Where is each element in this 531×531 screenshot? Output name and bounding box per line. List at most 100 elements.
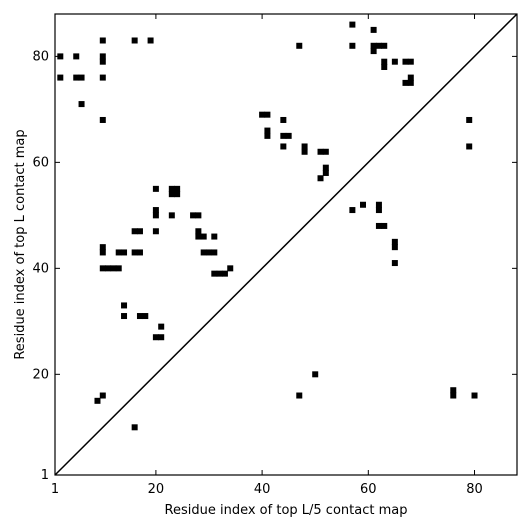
contact-cell-lower [466,116,473,123]
contact-cell-upper [99,244,106,251]
y-tick-label: 40 [32,261,49,276]
contact-cell-upper [168,185,175,192]
contact-cell-upper [73,53,80,60]
contact-cell-upper [168,191,175,198]
y-axis-label: Residue index of top L contact map [13,129,28,359]
contact-cell-upper [301,143,308,150]
contact-cell-upper [370,26,377,33]
contact-cell-upper [402,58,409,65]
contact-cell-upper [110,265,117,272]
contact-cell-upper [285,132,292,139]
contact-cell-upper [381,63,388,70]
contact-cell-upper [99,116,106,123]
contact-cell-upper [142,313,149,320]
contact-cell-upper [158,334,165,341]
contact-cell-lower [471,392,478,399]
contact-cell-upper [375,42,382,49]
contact-cell-upper [381,42,388,49]
x-axis-label: Residue index of top L/5 contact map [165,503,408,518]
contact-cell-upper [136,228,143,235]
y-tick-label: 60 [32,155,49,170]
diagonal-line [54,13,518,476]
contact-cell-lower [296,392,303,399]
contact-cell-upper [206,249,212,256]
y-tick-label: 80 [32,49,49,64]
contact-cell-upper [322,148,329,155]
contact-cell-lower [450,392,457,399]
y-tick-label: 1 [41,468,49,483]
contact-cell-upper [152,185,159,192]
contact-cell-upper [349,21,356,28]
contact-cell-upper [407,74,414,81]
contact-cell-upper [99,265,106,272]
contact-cell-upper [147,37,154,44]
contact-cell-upper [317,148,324,155]
contact-cell-lower [375,222,382,229]
contact-cell-upper [195,228,202,235]
plot-frame [54,13,518,476]
contact-cell-upper [131,249,138,256]
contact-cell-upper [121,302,128,309]
contact-cell-upper [195,212,202,219]
contact-cell-upper [131,37,138,44]
contact-cell-upper [136,313,143,320]
contact-cell-upper [301,148,308,155]
contact-cell-upper [221,270,228,277]
contact-cell-upper [57,74,64,81]
contact-cell-lower [375,207,382,214]
contact-cell-upper [407,58,414,65]
x-tick-label: 20 [148,482,165,497]
contact-cell-upper [349,42,356,49]
contact-cell-upper [322,164,329,171]
contact-cell-upper [280,116,287,123]
contact-cell-upper [152,207,159,214]
contact-cell-lower [450,387,457,394]
contact-cell-upper [73,74,80,81]
contact-cell-upper [211,270,218,277]
x-tick-label: 40 [254,482,271,497]
contact-cell-upper [99,58,106,65]
contact-cell-upper [227,265,234,272]
contact-cell-upper [280,143,287,150]
contact-cell-upper [121,313,128,320]
contact-cell-upper [264,132,271,139]
contact-cell-upper [216,270,223,277]
contact-cell-upper [105,265,112,272]
contact-cell-upper [190,212,197,219]
contact-cell-upper [322,169,329,176]
contact-cell-lower [391,244,398,251]
contact-cell-upper [381,58,388,65]
contact-cell-upper [280,132,287,139]
contact-cell-upper [200,249,207,256]
contact-cell-upper [211,249,218,256]
contact-cell-upper [296,42,303,49]
contact-cell-upper [317,175,324,182]
contact-cell-lower [349,207,356,214]
contact-cell-lower [99,392,106,399]
contact-cell-upper [121,249,128,256]
contact-cell-upper [152,334,159,341]
contact-cell-upper [99,53,106,60]
contact-cell-lower [375,201,382,208]
contact-cell-upper [99,249,106,256]
contact-cell-lower [94,397,101,404]
contact-cell-upper [131,228,138,235]
x-tick-label: 1 [51,482,59,497]
x-tick-label: 60 [360,482,377,497]
lower-right-contact-cells [94,116,478,431]
contact-cell-upper [99,37,106,44]
contact-cell-upper [195,233,202,240]
contact-cell-lower [466,143,473,150]
contact-cell-upper [370,48,377,55]
y-tick-label: 20 [32,367,49,382]
contact-cell-upper [115,249,122,256]
contact-cell-upper [407,79,414,86]
contact-cell-upper [99,74,106,81]
contact-cell-upper [174,191,181,198]
contact-cell-lower [391,238,398,245]
contact-cell-upper [115,265,122,272]
contact-cell-upper [264,127,271,134]
contact-cell-upper [264,111,271,118]
contact-cell-lower [381,222,388,229]
